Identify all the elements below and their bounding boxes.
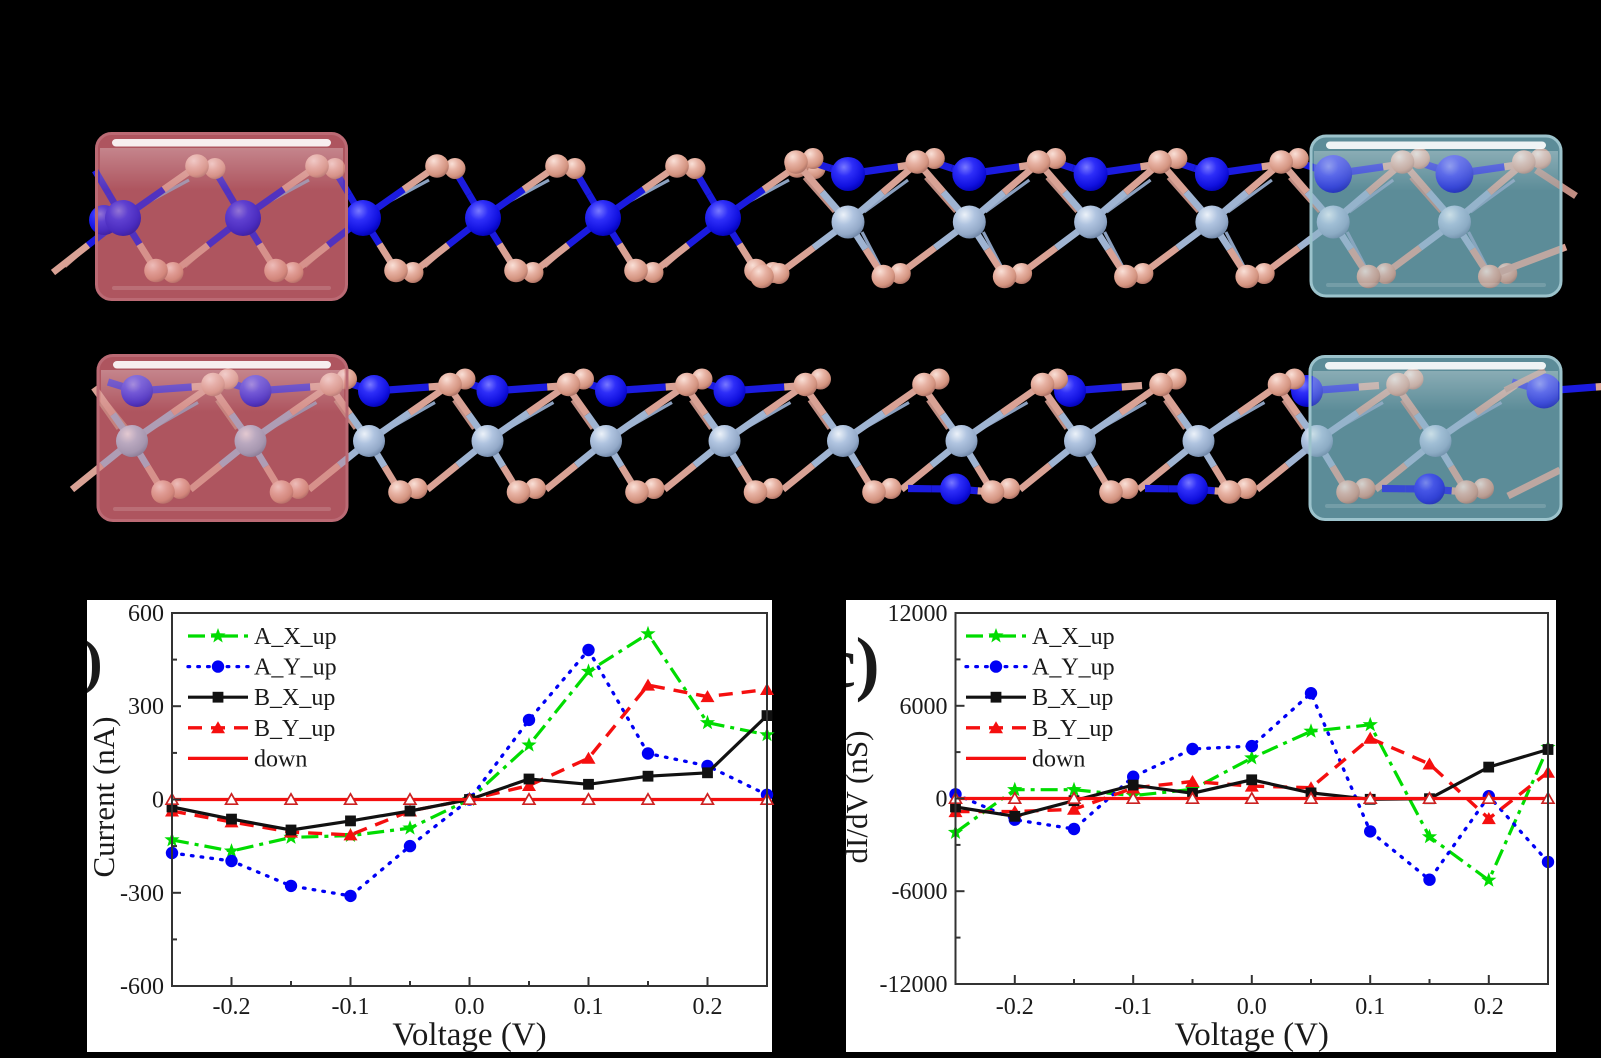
svg-text:Voltage (V): Voltage (V) [392,1017,546,1053]
svg-text:B_Y_up: B_Y_up [1032,716,1113,742]
svg-text:-0.1: -0.1 [332,994,370,1020]
svg-text:6000: 6000 [900,694,948,720]
svg-text:B_X_up: B_X_up [254,685,335,711]
svg-text:0.2: 0.2 [693,994,723,1020]
svg-text:A_Y_up: A_Y_up [1032,655,1115,681]
svg-text:-0.2: -0.2 [213,994,251,1020]
svg-text:0.2: 0.2 [1474,994,1504,1020]
svg-text:B_Y_up: B_Y_up [254,716,335,742]
svg-text:B_X_up: B_X_up [1032,685,1113,711]
svg-text:dI/dV (nS): dI/dV (nS) [839,731,874,864]
svg-text:A_Y_up: A_Y_up [254,655,337,681]
svg-text:-6000: -6000 [892,879,948,905]
svg-text:Current (nA): Current (nA) [86,717,121,878]
svg-text:0.0: 0.0 [1237,994,1267,1020]
svg-text:0.0: 0.0 [455,994,485,1020]
svg-text:Voltage (V): Voltage (V) [1175,1017,1329,1053]
svg-text:-600: -600 [120,974,164,1000]
svg-text:A_X_up: A_X_up [1032,624,1115,650]
svg-text:down: down [254,746,307,772]
svg-text:0: 0 [152,788,164,814]
svg-text:-0.2: -0.2 [996,994,1034,1020]
svg-text:b): b) [49,629,102,695]
svg-text:c): c) [824,623,880,703]
svg-text:down: down [1032,746,1085,772]
svg-text:-0.1: -0.1 [1114,994,1152,1020]
svg-text:0.1: 0.1 [574,994,604,1020]
svg-text:600: 600 [128,601,164,627]
svg-text:12000: 12000 [888,601,948,627]
svg-text:0: 0 [936,787,948,813]
svg-text:A_X_up: A_X_up [254,624,337,650]
svg-text:300: 300 [128,694,164,720]
svg-text:-12000: -12000 [880,972,948,998]
svg-text:-300: -300 [120,881,164,907]
svg-text:0.1: 0.1 [1355,994,1385,1020]
